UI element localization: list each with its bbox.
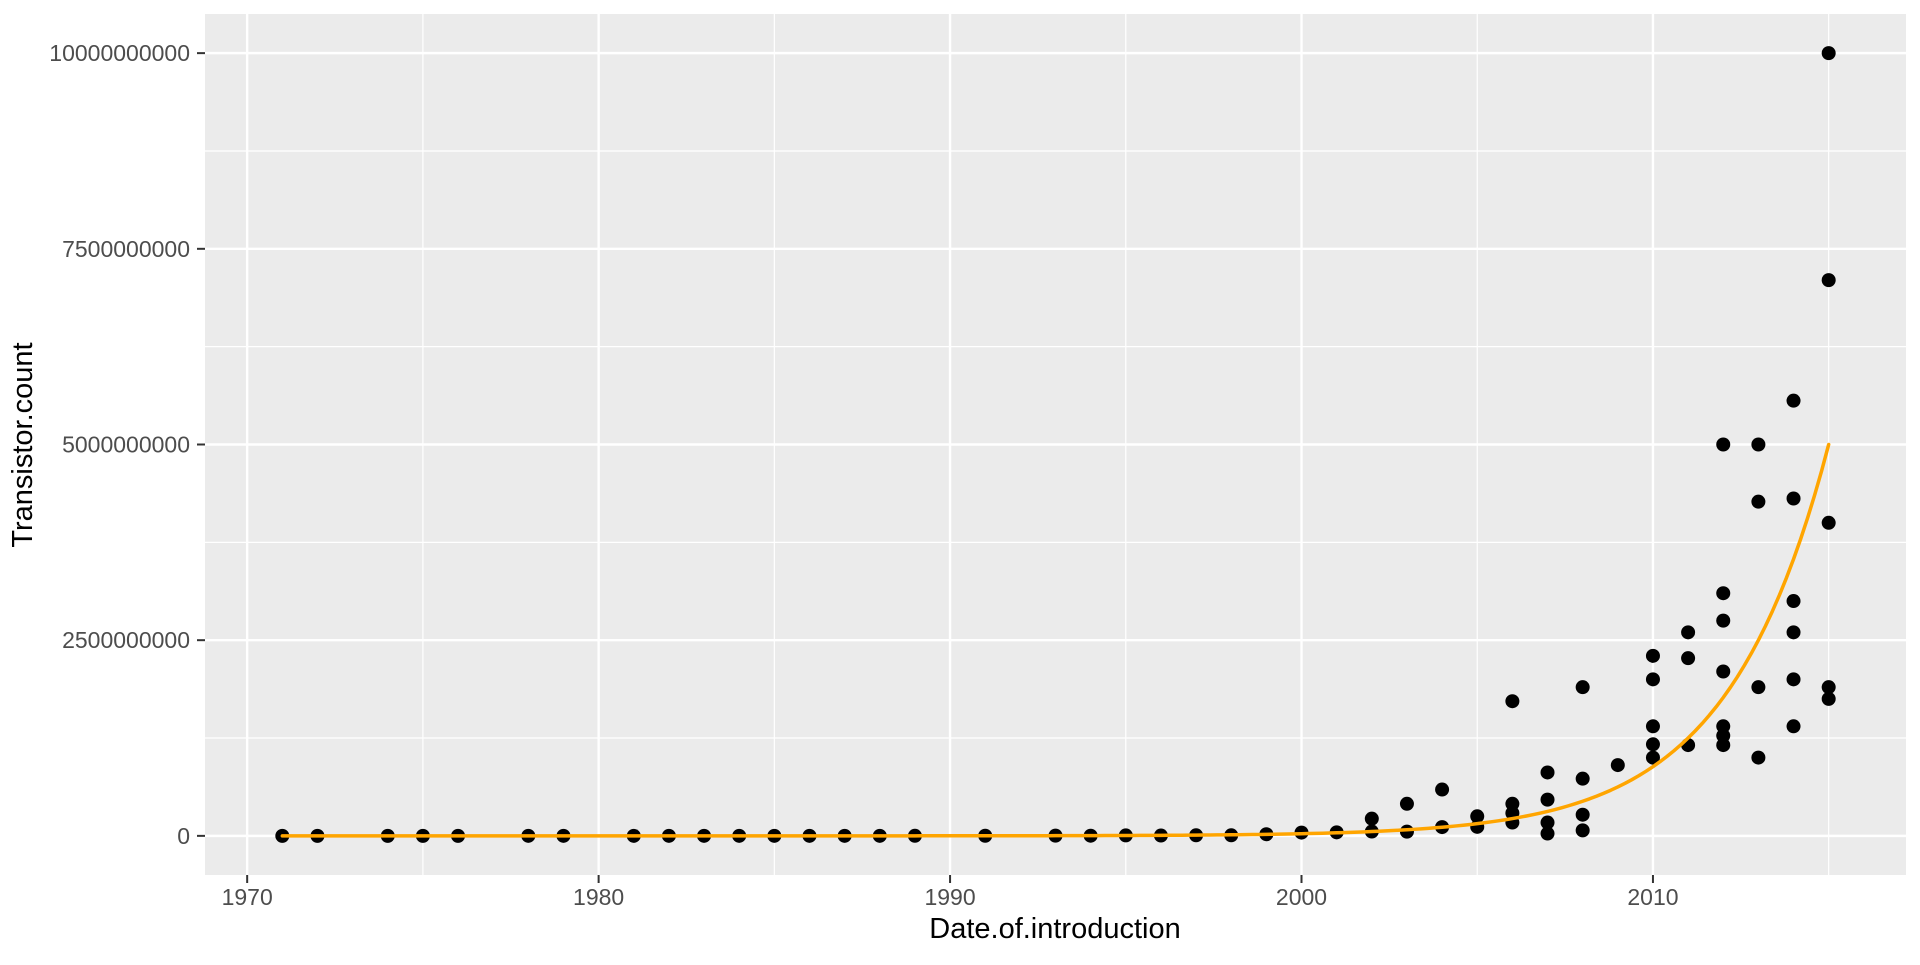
- axis-tick-labels: 1970 1980 1990 2000 2010 0 2500000000 500000000…: [49, 40, 1678, 910]
- data-point: [1540, 792, 1555, 807]
- data-point: [1540, 826, 1555, 841]
- data-point: [1575, 807, 1590, 822]
- data-point: [1786, 491, 1801, 506]
- data-point: [1645, 672, 1660, 687]
- data-point: [1821, 691, 1836, 706]
- data-point: [1821, 515, 1836, 530]
- data-point: [1505, 796, 1520, 811]
- data-point: [1751, 494, 1766, 509]
- data-point: [1540, 765, 1555, 780]
- data-point: [1575, 680, 1590, 695]
- data-point: [1575, 823, 1590, 838]
- data-point: [1610, 758, 1625, 773]
- y-tick-label-2500000000: 2500000000: [62, 627, 190, 653]
- data-point: [1681, 651, 1696, 666]
- data-point: [1399, 796, 1414, 811]
- trend-curve: [280, 442, 1831, 838]
- data-point: [1786, 672, 1801, 687]
- data-point: [1575, 771, 1590, 786]
- grid-minor-lines: [205, 14, 1906, 875]
- data-point: [1505, 694, 1520, 709]
- data-point: [1716, 613, 1731, 628]
- data-point: [1364, 811, 1379, 826]
- x-axis-title: Date.of.introduction: [929, 913, 1180, 945]
- data-point: [1786, 393, 1801, 408]
- data-point: [1716, 719, 1731, 734]
- axis-tick-marks: [197, 52, 1654, 883]
- x-tick-label-2010: 2010: [1627, 884, 1678, 910]
- x-tick-label-1980: 1980: [573, 884, 624, 910]
- data-point: [1645, 750, 1660, 765]
- x-tick-label-1990: 1990: [924, 884, 975, 910]
- data-point: [1645, 719, 1660, 734]
- data-point: [1786, 625, 1801, 640]
- data-point: [1821, 273, 1836, 288]
- data-point: [1751, 680, 1766, 695]
- data-point: [1470, 809, 1485, 824]
- y-tick-label-0: 0: [177, 823, 190, 849]
- data-point: [1716, 664, 1731, 679]
- x-tick-label-2000: 2000: [1276, 884, 1327, 910]
- y-tick-label-10000000000: 10000000000: [49, 40, 190, 66]
- trend-line: [280, 442, 1831, 838]
- data-point: [1435, 782, 1450, 797]
- data-point: [1645, 648, 1660, 663]
- data-point: [1751, 437, 1766, 452]
- data-point: [1681, 625, 1696, 640]
- y-axis-title: Transistor.count: [7, 342, 39, 547]
- data-point: [1540, 815, 1555, 830]
- data-point: [1716, 586, 1731, 601]
- x-tick-label-1970: 1970: [222, 884, 273, 910]
- data-point: [1716, 437, 1731, 452]
- data-point: [1821, 680, 1836, 695]
- data-point: [1751, 750, 1766, 765]
- data-point: [1645, 737, 1660, 752]
- data-point: [1786, 594, 1801, 609]
- y-tick-label-7500000000: 7500000000: [62, 236, 190, 262]
- data-point: [1786, 719, 1801, 734]
- data-point: [1821, 46, 1836, 61]
- y-tick-label-5000000000: 5000000000: [62, 432, 190, 458]
